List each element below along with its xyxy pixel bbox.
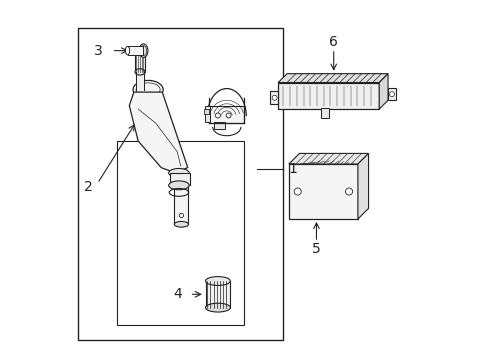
- Text: 3: 3: [93, 44, 102, 58]
- Text: 2: 2: [84, 180, 93, 194]
- Ellipse shape: [135, 69, 144, 75]
- Bar: [78, 28, 283, 339]
- Circle shape: [388, 92, 394, 97]
- Circle shape: [345, 188, 352, 195]
- Polygon shape: [357, 153, 368, 219]
- Ellipse shape: [205, 276, 230, 285]
- Circle shape: [225, 113, 230, 118]
- Text: 4: 4: [173, 287, 182, 301]
- Bar: [209, 105, 244, 123]
- Text: 5: 5: [311, 242, 320, 256]
- Text: 6: 6: [328, 35, 338, 49]
- Bar: [214, 122, 224, 129]
- Ellipse shape: [140, 46, 146, 55]
- Bar: [170, 173, 189, 185]
- Bar: [117, 141, 244, 325]
- Bar: [174, 184, 188, 224]
- Ellipse shape: [125, 46, 129, 55]
- Polygon shape: [129, 92, 187, 173]
- Bar: [270, 91, 278, 104]
- Bar: [205, 281, 230, 307]
- Circle shape: [293, 188, 301, 195]
- Bar: [288, 164, 357, 219]
- Circle shape: [215, 113, 220, 118]
- Text: 1: 1: [288, 162, 297, 176]
- Polygon shape: [288, 153, 368, 164]
- Polygon shape: [278, 74, 387, 82]
- Circle shape: [179, 213, 183, 217]
- Bar: [204, 105, 210, 122]
- Ellipse shape: [174, 181, 188, 186]
- Ellipse shape: [205, 303, 230, 312]
- Bar: [278, 82, 378, 109]
- Circle shape: [272, 95, 277, 100]
- Ellipse shape: [168, 168, 189, 177]
- Bar: [127, 46, 143, 55]
- Bar: [135, 72, 144, 90]
- Ellipse shape: [135, 49, 144, 55]
- Bar: [135, 53, 144, 72]
- Ellipse shape: [168, 181, 189, 190]
- Bar: [203, 109, 209, 114]
- Bar: [320, 108, 329, 118]
- Ellipse shape: [174, 221, 188, 227]
- Ellipse shape: [133, 80, 163, 99]
- Ellipse shape: [139, 44, 147, 57]
- Polygon shape: [378, 74, 387, 109]
- Bar: [387, 88, 395, 100]
